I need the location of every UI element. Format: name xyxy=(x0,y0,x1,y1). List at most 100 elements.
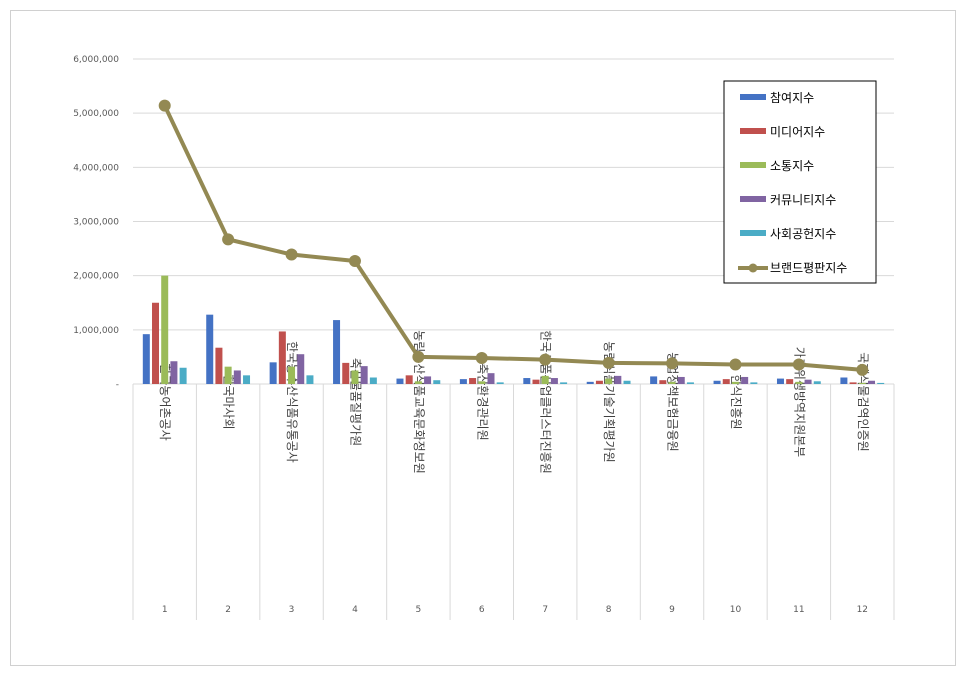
bar xyxy=(360,366,368,384)
bar xyxy=(342,362,350,384)
category-number: 12 xyxy=(857,605,868,615)
bar xyxy=(161,275,169,384)
bar xyxy=(614,375,622,384)
line-point xyxy=(666,357,679,370)
y-tick-label: 6,000,000 xyxy=(73,55,119,65)
line-point xyxy=(348,255,361,268)
category-number: 2 xyxy=(225,605,231,615)
bar xyxy=(469,378,477,384)
line-point xyxy=(475,352,488,364)
bar xyxy=(288,366,296,384)
y-tick-label: 3,000,000 xyxy=(73,218,119,228)
bar xyxy=(741,376,749,384)
category-label: 한국식품산업클러스터진흥원 xyxy=(539,330,553,474)
line-point xyxy=(856,363,869,376)
bar xyxy=(142,334,150,384)
line-series xyxy=(158,99,869,376)
bar xyxy=(731,381,739,384)
legend-swatch xyxy=(740,196,766,202)
bar xyxy=(424,376,432,384)
bar xyxy=(595,380,603,384)
bar xyxy=(541,375,549,384)
bar xyxy=(867,380,875,384)
category-label: 농림식품기술기획평가원 xyxy=(602,341,616,462)
category-label: 한식진흥원 xyxy=(729,374,743,429)
bar xyxy=(795,381,803,384)
bar xyxy=(776,378,784,384)
bar xyxy=(206,314,214,384)
category-number: 7 xyxy=(542,605,548,615)
line-point xyxy=(158,99,171,112)
legend-swatch xyxy=(740,162,766,168)
bar xyxy=(414,381,422,384)
line-point xyxy=(222,233,235,246)
legend-swatch xyxy=(740,230,766,236)
category-number: 4 xyxy=(352,605,358,615)
bar xyxy=(487,373,495,384)
series-line xyxy=(162,104,863,372)
bar xyxy=(858,382,866,384)
bar xyxy=(813,381,821,384)
bar xyxy=(269,362,277,384)
bar xyxy=(478,381,486,384)
bar xyxy=(659,380,667,384)
line-point xyxy=(729,358,742,371)
category-label: 축산환경관리원 xyxy=(475,363,489,440)
bar xyxy=(297,354,305,384)
y-tick-label: - xyxy=(116,380,119,390)
legend-line-marker xyxy=(748,263,758,273)
line-point xyxy=(285,248,298,261)
category-number: 11 xyxy=(793,605,804,615)
legend-label: 미디어지수 xyxy=(770,125,825,139)
x-axis: 한국농어촌공사1한국마사회2한국농수산식품유통공사3축산물품질평가원4농림수산식… xyxy=(132,330,895,620)
y-tick-label: 1,000,000 xyxy=(73,326,119,336)
category-number: 8 xyxy=(606,605,612,615)
bar xyxy=(532,379,540,384)
bar xyxy=(713,380,721,384)
legend-swatch xyxy=(740,128,766,134)
bar xyxy=(306,375,314,384)
bar xyxy=(396,378,404,384)
bar-series xyxy=(142,275,885,384)
legend-label: 브랜드평판지수 xyxy=(770,261,847,275)
bar xyxy=(605,378,613,384)
bar xyxy=(550,378,558,384)
bar xyxy=(560,382,568,384)
bar xyxy=(152,302,160,384)
bar xyxy=(433,380,441,384)
bar xyxy=(750,382,758,384)
y-axis: - 1,000,000 2,000,000 3,000,000 4,000,000 5,0… xyxy=(73,55,119,390)
bar xyxy=(170,361,178,384)
bar xyxy=(877,382,885,384)
legend-swatch xyxy=(740,94,766,100)
legend-label: 소통지수 xyxy=(770,159,814,173)
bar xyxy=(849,382,857,384)
category-number: 1 xyxy=(162,605,168,615)
bar xyxy=(586,381,594,384)
category-label: 가축위생방역지원본부 xyxy=(792,347,806,457)
bar xyxy=(786,379,794,384)
bar xyxy=(686,382,694,384)
category-number: 3 xyxy=(289,605,295,615)
legend-label: 사회공헌지수 xyxy=(770,227,836,241)
category-label: 농업정책보험금융원 xyxy=(666,352,681,451)
bar xyxy=(278,331,286,384)
bar xyxy=(333,320,341,384)
y-tick-label: 2,000,000 xyxy=(73,272,119,282)
line-point xyxy=(792,358,805,371)
y-tick-label: 4,000,000 xyxy=(73,163,119,173)
bar xyxy=(804,379,812,384)
category-label: 한국농수산식품유통공사 xyxy=(285,341,299,462)
y-tick-label: 5,000,000 xyxy=(73,109,119,119)
bar xyxy=(224,366,232,384)
category-number: 6 xyxy=(479,605,485,615)
bar xyxy=(459,379,467,384)
bar xyxy=(351,370,359,384)
bar xyxy=(496,382,504,384)
line-point xyxy=(602,356,615,369)
category-label: 국제식물검역인증원 xyxy=(856,352,870,451)
bar xyxy=(677,376,685,384)
legend-box xyxy=(723,80,877,284)
bar xyxy=(650,376,658,384)
bar xyxy=(840,377,848,384)
